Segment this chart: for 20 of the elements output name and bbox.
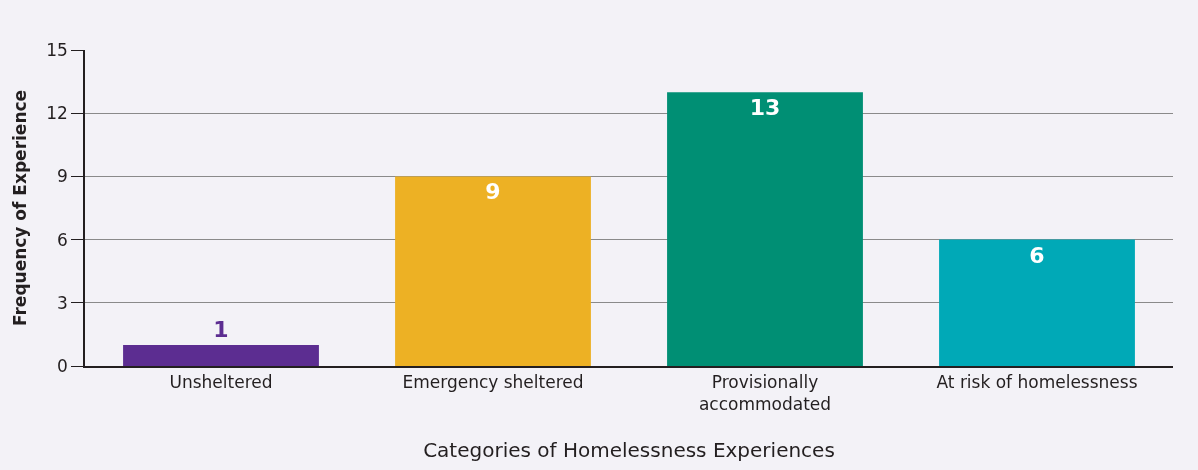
y-axis-title: Frequency of Experience — [10, 89, 31, 327]
data-label: 6 — [1029, 242, 1045, 268]
y-tick-label: 6 — [57, 229, 68, 250]
y-tick-label: 3 — [57, 292, 68, 313]
bar — [395, 176, 591, 366]
y-tick-label: 9 — [57, 166, 68, 187]
x-tick-label: Provisionally accommodated — [698, 372, 832, 415]
x-tick-label: Emergency sheltered — [402, 372, 584, 393]
x-tick-label: At risk of homelessness — [936, 372, 1138, 393]
bar — [667, 92, 863, 366]
data-label: 9 — [485, 179, 501, 205]
y-tick-label: 12 — [46, 103, 68, 124]
y-tick-label: 0 — [57, 355, 68, 376]
x-tick-label: Unsheltered — [169, 372, 273, 393]
bar — [939, 239, 1135, 366]
x-axis-title: Categories of Homelessness Experiences — [423, 438, 835, 463]
data-label: 1 — [213, 316, 229, 342]
y-tick-label: 15 — [46, 39, 68, 60]
bar — [123, 344, 319, 366]
data-label: 13 — [749, 95, 781, 121]
